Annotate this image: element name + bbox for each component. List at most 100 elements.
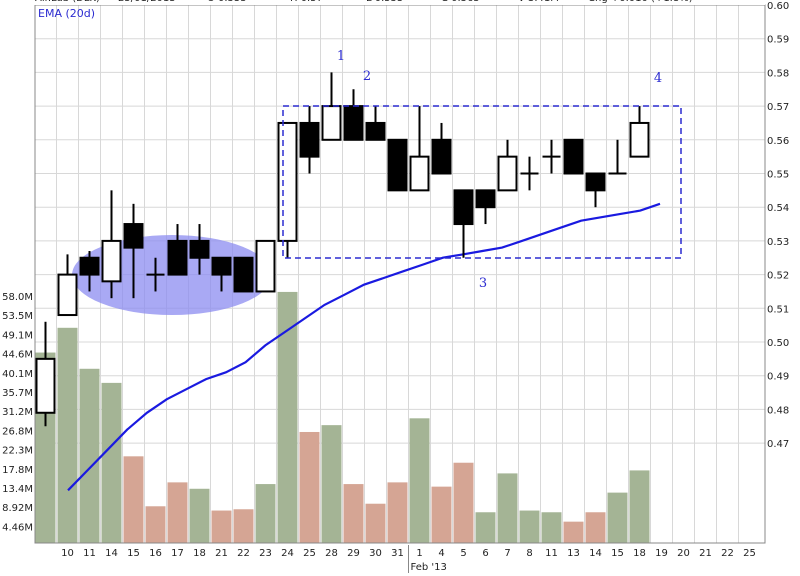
date-tick-label: 29 — [347, 548, 360, 559]
grid-lines — [35, 4, 765, 543]
volume-bar — [453, 462, 474, 543]
header-bar: Air.Lub (DLK) 25/01/2013 O 0.555 H 0.57 L 0.… — [0, 0, 765, 5]
volume-bar — [343, 484, 364, 543]
ema-line — [67, 202, 661, 492]
volume-tick-label: 22.3M — [2, 446, 33, 457]
price-tick-label: 0.51 — [767, 304, 789, 315]
range-box — [282, 105, 682, 259]
candle-body — [79, 256, 100, 276]
date-tick-label: 8 — [526, 548, 532, 559]
date-tick-label: 16 — [149, 548, 162, 559]
legend: EMA (20d) — [38, 7, 95, 20]
candle — [321, 72, 342, 141]
ema-series — [67, 202, 661, 492]
candle — [365, 106, 386, 141]
volume-bar — [321, 425, 342, 543]
date-axis: 10 11 14 15 16 17 18 21 22 23 24 25 28 29 30 31 1 4 5 6 7 8 11… — [61, 545, 756, 573]
candle — [211, 256, 232, 292]
candle — [189, 224, 210, 275]
date-tick-label: 24 — [281, 548, 294, 559]
candle — [475, 189, 496, 225]
volume-bar — [519, 510, 540, 543]
candle — [629, 106, 650, 158]
header-text: 25/01/2013 — [118, 0, 176, 4]
date-tick-label: 15 — [611, 548, 624, 559]
date-tick-label: 25 — [743, 548, 756, 559]
date-tick-label: 1 — [416, 548, 422, 559]
annotation-label: 2 — [363, 69, 371, 84]
date-tick-label: 6 — [482, 548, 488, 559]
candle-body — [233, 256, 254, 293]
header-text: H 0.57 — [290, 0, 323, 4]
date-tick-label: 5 — [460, 548, 466, 559]
candle-body — [35, 357, 56, 414]
volume-bar — [541, 512, 562, 543]
candle-body — [431, 138, 452, 175]
candle-body — [365, 121, 386, 141]
date-tick-label: 18 — [193, 548, 206, 559]
volume-bar — [277, 291, 298, 543]
candle — [387, 138, 408, 192]
date-tick-label: 13 — [567, 548, 580, 559]
header-text: O 0.555 — [207, 0, 247, 4]
candle-body — [57, 273, 78, 317]
date-tick-label: 31 — [391, 548, 404, 559]
volume-tick-label: 8.92M — [2, 503, 33, 514]
candle-body — [387, 138, 408, 192]
candle-body — [123, 223, 144, 249]
volume-bar — [123, 456, 144, 543]
date-tick-label: 21 — [699, 548, 712, 559]
volume-tick-label: 35.7M — [2, 388, 33, 399]
annotation-label: 1 — [337, 49, 345, 64]
header-band — [0, 0, 765, 5]
volume-bar — [475, 512, 496, 543]
candle-body — [563, 138, 584, 175]
volume-bar — [145, 506, 166, 543]
date-tick-label: 7 — [504, 548, 510, 559]
volume-bar — [167, 482, 188, 543]
candle-body — [299, 121, 320, 158]
volume-bar — [57, 327, 78, 543]
volume-bar — [365, 503, 386, 543]
candle — [520, 156, 539, 191]
volume-tick-label: 4.46M — [2, 522, 33, 533]
candle-body — [343, 105, 364, 141]
date-tick-label: 15 — [127, 548, 140, 559]
annotations: 1 2 3 4 — [337, 49, 662, 291]
candle-body — [189, 239, 210, 259]
volume-tick-label: 17.8M — [2, 465, 33, 476]
candle — [101, 190, 122, 299]
candles — [35, 72, 650, 427]
date-tick-label: 18 — [633, 548, 646, 559]
volume-tick-label: 58.0M — [2, 292, 33, 303]
candle-body — [321, 105, 342, 141]
volume-tick-label: 40.1M — [2, 369, 33, 380]
volume-bar — [563, 521, 584, 543]
candle-body — [277, 121, 298, 242]
candle-body — [475, 189, 496, 209]
price-tick-label: 0.52 — [767, 271, 789, 282]
candle — [57, 254, 78, 317]
volume-bar — [233, 509, 254, 543]
candle-body — [101, 239, 122, 283]
candle — [497, 139, 518, 192]
candle — [233, 256, 254, 293]
price-tick-label: 0.49 — [767, 372, 789, 383]
candle-body — [409, 155, 430, 192]
candle — [585, 172, 606, 208]
candle — [563, 138, 584, 175]
volume-bar — [299, 431, 320, 543]
date-tick-label: 25 — [303, 548, 316, 559]
price-tick-label: 0.47 — [767, 439, 789, 450]
price-tick-label: 0.48 — [767, 405, 789, 416]
volume-bar — [189, 488, 210, 543]
candle — [79, 251, 100, 292]
candle — [146, 257, 165, 292]
legend-ema-label: EMA (20d) — [38, 7, 95, 20]
volume-tick-label: 26.8M — [2, 426, 33, 437]
volume-bar — [101, 382, 122, 543]
header-text: Air.Lub (DLK) — [35, 0, 100, 4]
volume-bar — [431, 486, 452, 543]
volume-tick-label: 49.1M — [2, 330, 33, 341]
price-tick-label: 0.58 — [767, 68, 789, 79]
